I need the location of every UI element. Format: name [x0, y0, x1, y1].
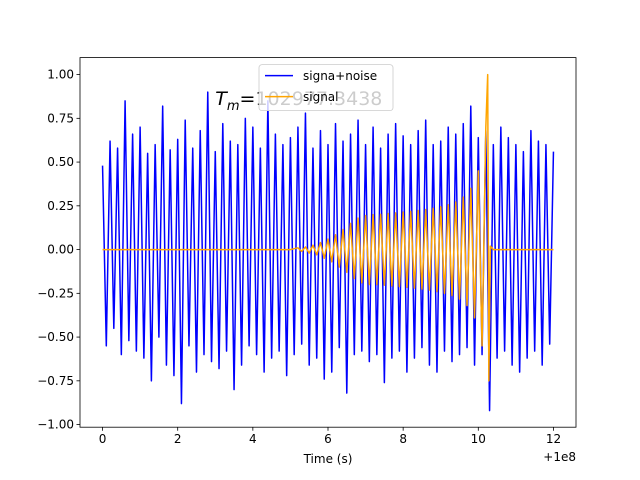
plot-area — [101, 73, 555, 412]
y-tick-label: −0.75 — [37, 374, 74, 388]
legend-label: signal — [303, 90, 339, 104]
y-tick-label: −0.50 — [37, 330, 74, 344]
legend-label: signa+noise — [303, 69, 377, 83]
y-tick-label: 0.50 — [47, 155, 74, 169]
y-tick-label: −0.25 — [37, 286, 74, 300]
x-tick-label: 2 — [174, 432, 182, 446]
annotation-subscript: m — [227, 99, 240, 114]
y-tick-label: 1.00 — [47, 68, 74, 82]
x-offset-label: +1e8 — [543, 450, 576, 464]
y-tick-label: 0.00 — [47, 243, 74, 257]
x-tick-label: 6 — [324, 432, 332, 446]
x-axis-label: Time (s) — [303, 452, 353, 466]
series-line — [102, 73, 554, 382]
x-tick-label: 10 — [471, 432, 486, 446]
x-tick-label: 0 — [99, 432, 107, 446]
x-tick-label: 12 — [546, 432, 561, 446]
series-line — [101, 91, 555, 412]
x-tick-label: 4 — [249, 432, 257, 446]
legend: signa+noise signal — [258, 64, 394, 111]
y-tick-label: 0.25 — [47, 199, 74, 213]
annotation-symbol: T — [215, 88, 228, 110]
y-tick-label: 0.75 — [47, 111, 74, 125]
x-tick-label: 8 — [399, 432, 407, 446]
y-tick-label: −1.00 — [37, 418, 74, 432]
